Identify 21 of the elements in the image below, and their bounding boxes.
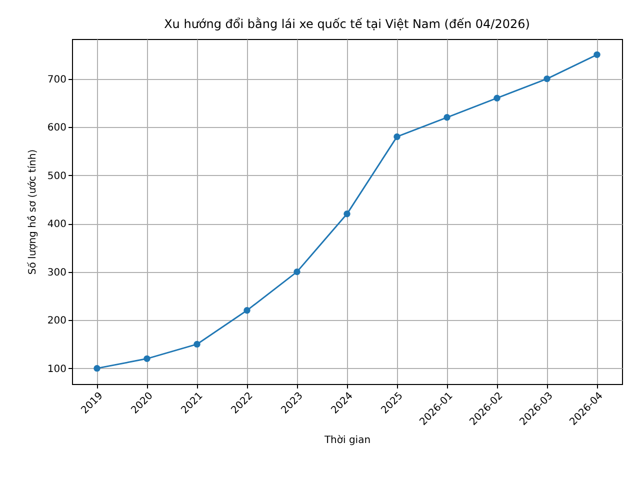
- point: [344, 210, 350, 218]
- y-tick-label: 500: [47, 170, 66, 182]
- point: [394, 133, 400, 140]
- chart-title: Xu hướng đổi bằng lái xe quốc tế tại Việt Nam (đến 04/2026): [164, 17, 530, 31]
- y-tick-label: 200: [47, 316, 66, 327]
- point: [544, 75, 550, 82]
- y-tick-label: 600: [47, 122, 66, 134]
- x-axis-title: Thời gian: [323, 435, 371, 446]
- point: [294, 268, 300, 276]
- y-tick-label: 700: [47, 74, 66, 86]
- point: [494, 94, 500, 102]
- point: [194, 340, 200, 348]
- point: [144, 355, 150, 362]
- point: [444, 114, 450, 121]
- point: [244, 307, 250, 314]
- y-tick-label: 300: [47, 267, 66, 278]
- y-axis-title: Số lượng hồ sơ (ước tính): [26, 149, 38, 275]
- y-tick-label: 100: [47, 364, 66, 375]
- y-tick-label: 400: [47, 219, 66, 230]
- point: [594, 51, 600, 58]
- point: [94, 364, 100, 372]
